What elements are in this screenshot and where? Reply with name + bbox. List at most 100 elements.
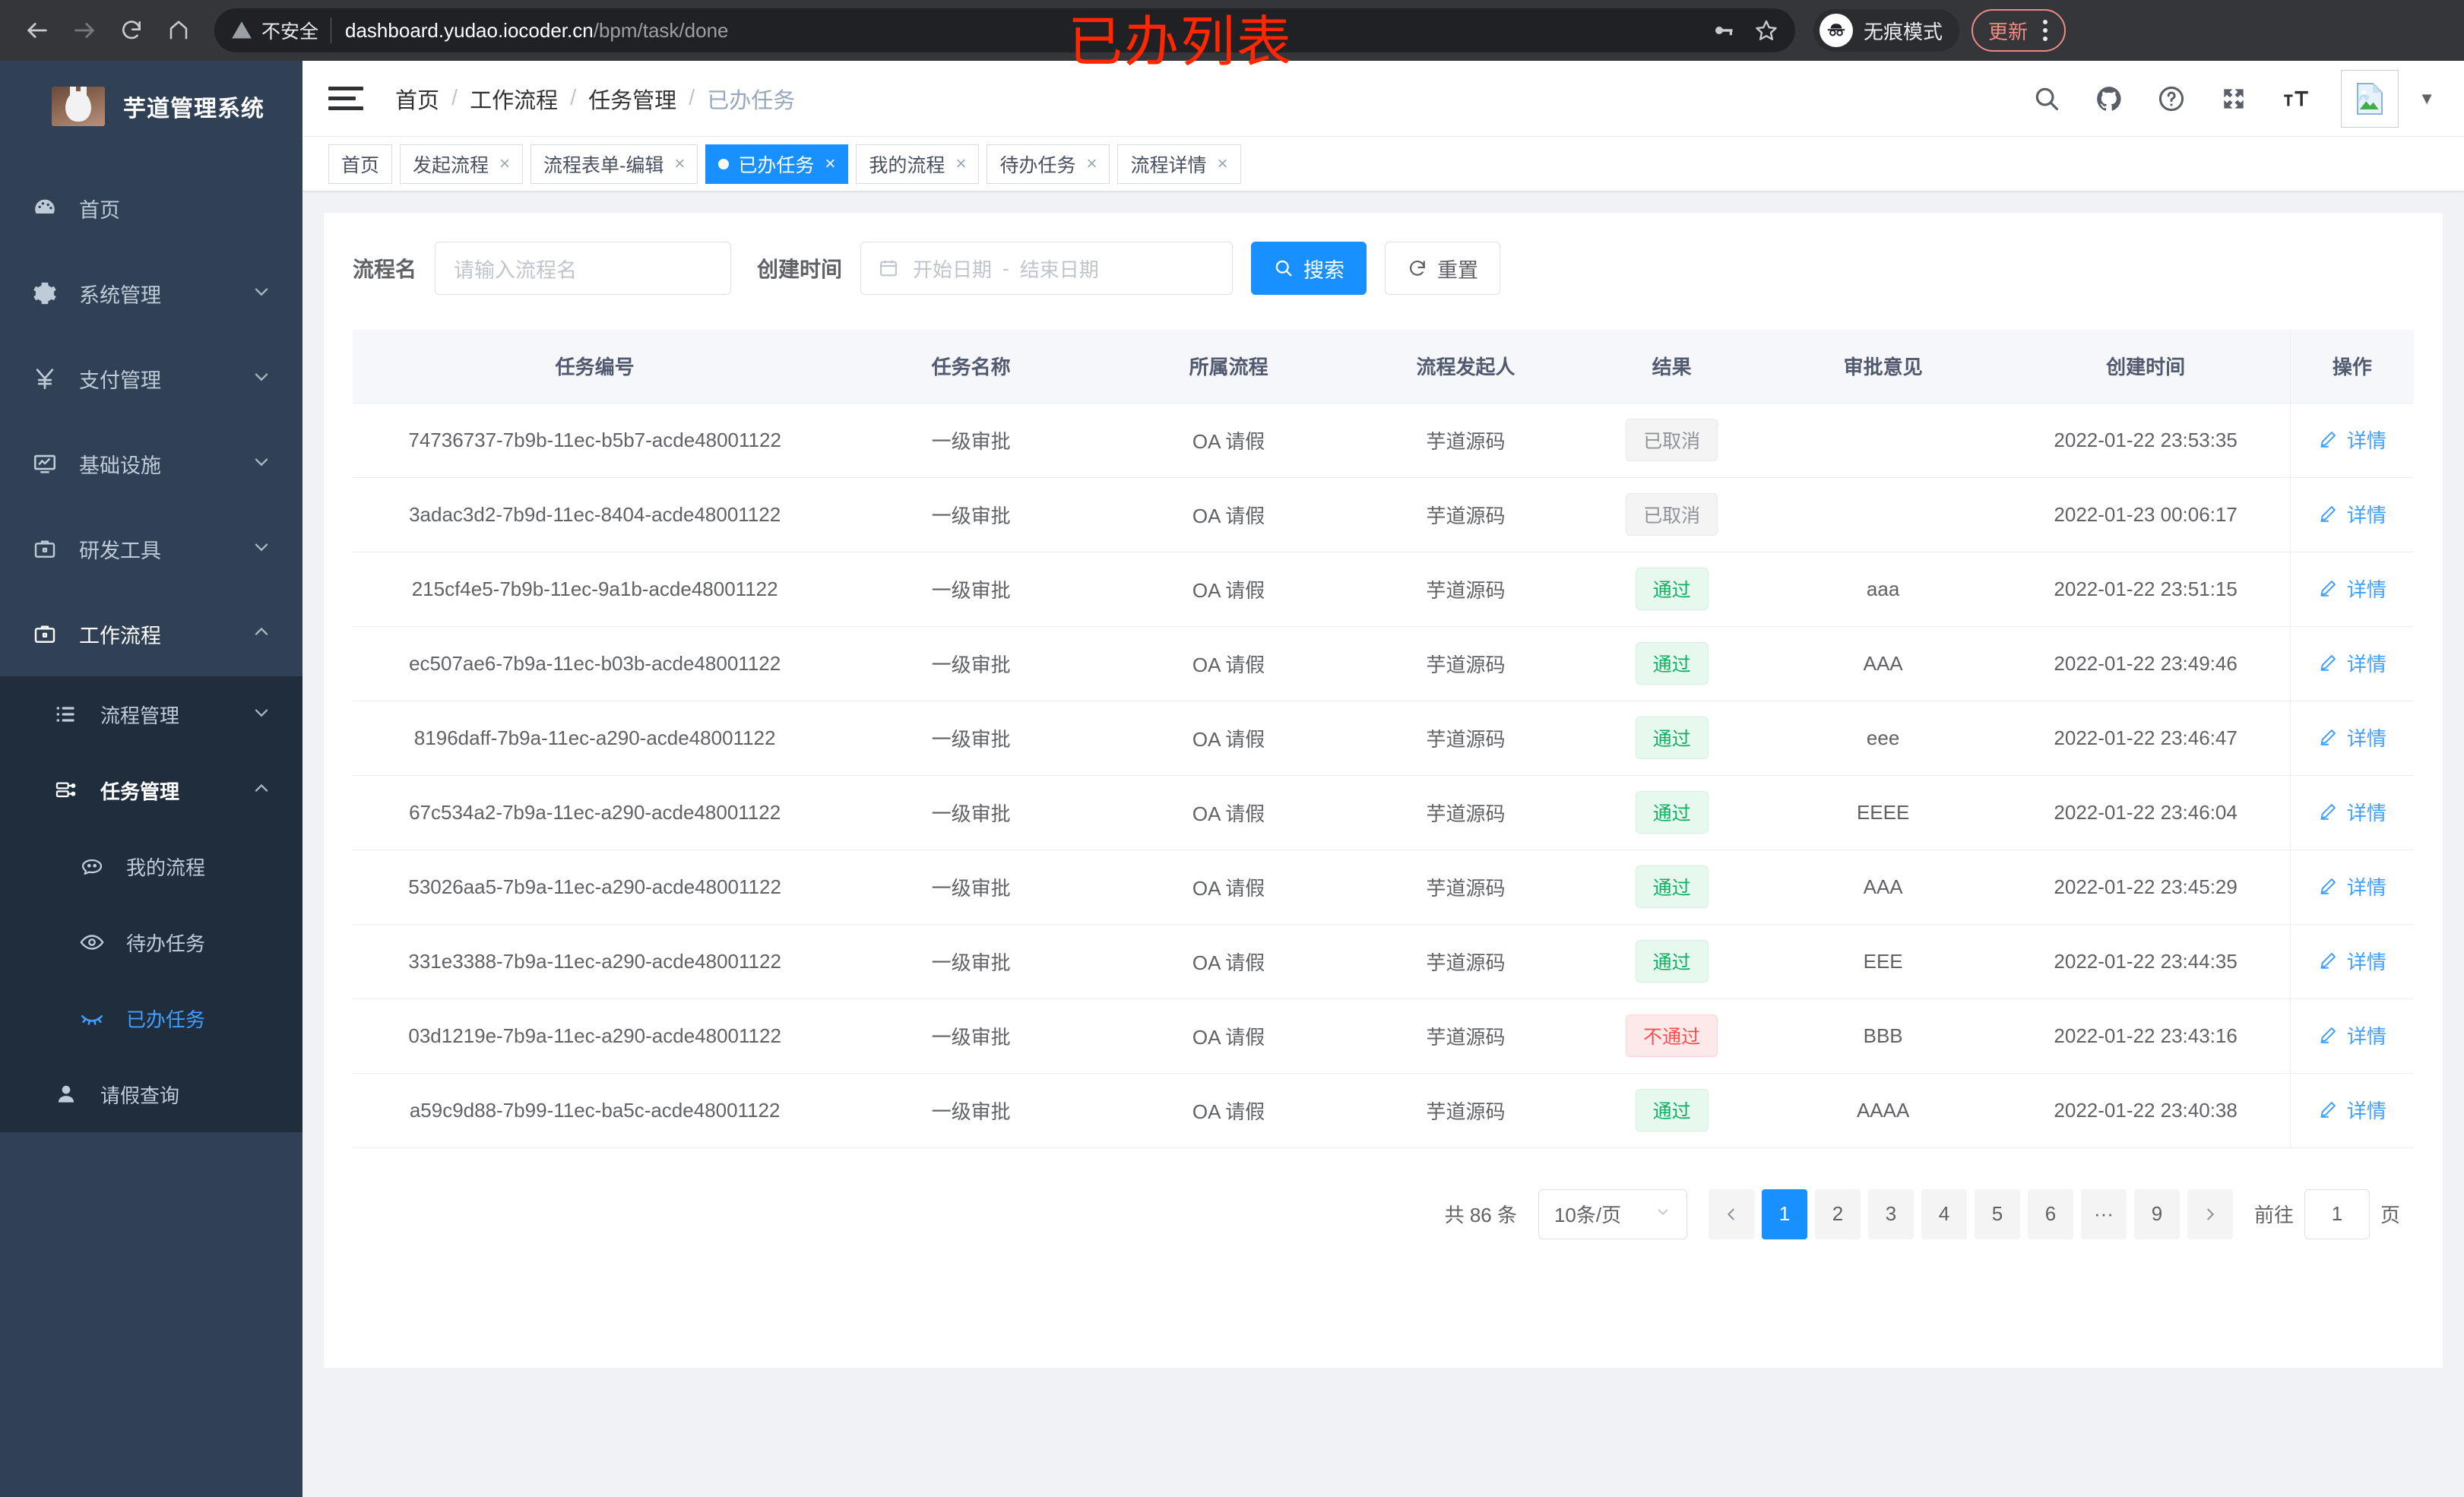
- breadcrumb-item[interactable]: 任务管理: [588, 88, 677, 113]
- sidebar-item-leave-query[interactable]: 请假查询: [0, 1056, 302, 1132]
- update-button[interactable]: 更新: [1972, 9, 2067, 52]
- detail-label: 详情: [2346, 578, 2386, 601]
- cell-operation: 详情: [2289, 775, 2414, 850]
- pagination-next-button[interactable]: [2187, 1188, 2233, 1239]
- node-tree-icon: [44, 778, 88, 802]
- sidebar-item-todo-task[interactable]: 待办任务: [0, 904, 302, 980]
- pagination-ellipsis[interactable]: ···: [2080, 1188, 2127, 1239]
- table-row[interactable]: 53026aa5-7b9a-11ec-a290-acde48001122 一级审…: [353, 850, 2414, 925]
- tab-my-process[interactable]: 我的流程 ×: [856, 144, 980, 184]
- table-row[interactable]: 74736737-7b9b-11ec-b5b7-acde48001122 一级审…: [353, 403, 2414, 478]
- detail-link[interactable]: 详情: [2318, 1096, 2386, 1124]
- table-row[interactable]: 03d1219e-7b9a-11ec-a290-acde48001122 一级审…: [353, 999, 2414, 1074]
- pagination-page-6[interactable]: 6: [2027, 1188, 2073, 1239]
- table-row[interactable]: 3adac3d2-7b9d-11ec-8404-acde48001122 一级审…: [353, 477, 2414, 552]
- cell-initiator: 芋道源码: [1352, 999, 1579, 1074]
- detail-link[interactable]: 详情: [2318, 649, 2386, 677]
- help-circle-icon[interactable]: [2157, 84, 2186, 113]
- table-row[interactable]: 67c534a2-7b9a-11ec-a290-acde48001122 一级审…: [353, 775, 2414, 850]
- table-row[interactable]: 8196daff-7b9a-11ec-a290-acde48001122 一级审…: [353, 701, 2414, 776]
- create-time-range-input[interactable]: 开始日期 - 结束日期: [860, 242, 1234, 295]
- pagination-page-4[interactable]: 4: [1921, 1188, 1967, 1239]
- search-button[interactable]: 搜索: [1251, 242, 1367, 295]
- breadcrumb-item[interactable]: 工作流程: [470, 88, 559, 113]
- detail-link[interactable]: 详情: [2318, 1021, 2386, 1049]
- cell-process: OA 请假: [1104, 477, 1353, 552]
- tab-process-form-edit[interactable]: 流程表单-编辑 ×: [530, 144, 698, 184]
- tab-done-task[interactable]: 已办任务 ×: [705, 144, 849, 184]
- close-icon[interactable]: ×: [674, 153, 686, 174]
- brand[interactable]: 芋道管理系统: [0, 61, 302, 152]
- app-root: 芋道管理系统 首页 系统管理: [0, 61, 2464, 1497]
- table-row[interactable]: 331e3388-7b9a-11ec-a290-acde48001122 一级审…: [353, 924, 2414, 999]
- tab-home[interactable]: 首页: [328, 144, 393, 184]
- tab-todo-task[interactable]: 待办任务 ×: [987, 144, 1110, 184]
- hamburger-menu-icon[interactable]: [328, 87, 363, 110]
- tab-process-detail[interactable]: 流程详情 ×: [1117, 144, 1241, 184]
- sidebar-item-system[interactable]: 系统管理: [0, 251, 302, 336]
- pencil-edit-icon: [2318, 429, 2338, 449]
- goto-page-input[interactable]: 1: [2304, 1188, 2370, 1239]
- cell-process: OA 请假: [1104, 403, 1353, 478]
- table-row[interactable]: a59c9d88-7b99-11ec-ba5c-acde48001122 一级审…: [353, 1073, 2414, 1148]
- close-icon[interactable]: ×: [1086, 153, 1097, 174]
- sidebar-item-devtools[interactable]: 研发工具: [0, 506, 302, 591]
- incognito-mode-pill[interactable]: 无痕模式: [1813, 9, 1960, 52]
- search-icon[interactable]: [2032, 84, 2061, 113]
- sidebar-item-done-task[interactable]: 已办任务: [0, 980, 302, 1056]
- cell-process: OA 请假: [1104, 850, 1353, 925]
- pagination-page-3[interactable]: 3: [1867, 1188, 1914, 1239]
- sidebar-item-process-manage[interactable]: 流程管理: [0, 676, 302, 752]
- sidebar-item-home[interactable]: 首页: [0, 166, 302, 251]
- close-icon[interactable]: ×: [1217, 153, 1228, 174]
- cell-task-name: 一级审批: [837, 1073, 1105, 1148]
- close-icon[interactable]: ×: [955, 153, 967, 174]
- table-row[interactable]: ec507ae6-7b9a-11ec-b03b-acde48001122 一级审…: [353, 626, 2414, 701]
- detail-link[interactable]: 详情: [2318, 723, 2386, 752]
- address-bar[interactable]: 不安全 dashboard.yudao.iocoder.cn/bpm/task/…: [214, 8, 1795, 52]
- fullscreen-icon[interactable]: [2219, 84, 2248, 113]
- cell-operation: 详情: [2289, 850, 2414, 925]
- pagination-page-2[interactable]: 2: [1814, 1188, 1861, 1239]
- chevron-up-icon: [251, 777, 272, 804]
- pagination-prev-button[interactable]: [1708, 1188, 1754, 1239]
- breadcrumb-item[interactable]: 首页: [395, 88, 440, 113]
- sidebar-item-task-manage[interactable]: 任务管理: [0, 752, 302, 828]
- pagination-page-5[interactable]: 5: [1974, 1188, 2020, 1239]
- cell-opinion: AAA: [1764, 850, 2002, 925]
- bookmark-star-icon[interactable]: [1754, 18, 1778, 43]
- pagination-page-9[interactable]: 9: [2133, 1188, 2180, 1239]
- pagination-page-1[interactable]: 1: [1761, 1188, 1807, 1239]
- page-size-select[interactable]: 10条/页: [1538, 1188, 1687, 1239]
- detail-link[interactable]: 详情: [2318, 872, 2386, 900]
- reload-icon[interactable]: [108, 7, 155, 54]
- detail-link[interactable]: 详情: [2318, 574, 2386, 603]
- sidebar-item-payment[interactable]: 支付管理: [0, 336, 302, 421]
- sidebar-submenu-workflow: 流程管理 任务管理: [0, 676, 302, 1132]
- back-arrow-icon[interactable]: [14, 7, 61, 54]
- cell-opinion: AAAA: [1764, 1073, 2002, 1148]
- close-icon[interactable]: ×: [825, 153, 836, 174]
- detail-link[interactable]: 详情: [2318, 426, 2386, 454]
- detail-link[interactable]: 详情: [2318, 947, 2386, 975]
- detail-link[interactable]: 详情: [2318, 798, 2386, 826]
- tab-start-process[interactable]: 发起流程 ×: [400, 144, 524, 184]
- font-size-icon[interactable]: [2282, 84, 2310, 113]
- sidebar-item-workflow[interactable]: 工作流程: [0, 591, 302, 676]
- process-name-input[interactable]: 请输入流程名: [435, 242, 732, 295]
- sidebar-item-infrastructure[interactable]: 基础设施: [0, 421, 302, 506]
- home-icon[interactable]: [155, 7, 202, 54]
- close-icon[interactable]: ×: [499, 153, 511, 174]
- github-icon[interactable]: [2095, 84, 2124, 113]
- avatar[interactable]: [2341, 69, 2399, 128]
- detail-link[interactable]: 详情: [2318, 500, 2386, 528]
- screenshot-annotation: 已办列表: [1068, 10, 1294, 74]
- reset-button[interactable]: 重置: [1385, 242, 1501, 295]
- table-row[interactable]: 215cf4e5-7b9b-11ec-9a1b-acde48001122 一级审…: [353, 552, 2414, 627]
- forward-arrow-icon[interactable]: [61, 7, 108, 54]
- password-key-icon[interactable]: [1712, 19, 1734, 42]
- kebab-menu-icon[interactable]: [2037, 20, 2054, 41]
- chevron-down-icon[interactable]: ▼: [2418, 88, 2435, 108]
- sidebar-item-my-process[interactable]: 我的流程: [0, 828, 302, 904]
- status-badge: 通过: [1635, 791, 1709, 834]
